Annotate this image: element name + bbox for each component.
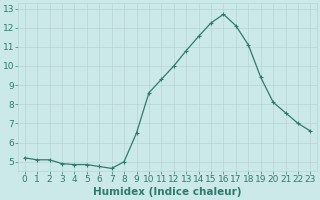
X-axis label: Humidex (Indice chaleur): Humidex (Indice chaleur): [93, 187, 242, 197]
